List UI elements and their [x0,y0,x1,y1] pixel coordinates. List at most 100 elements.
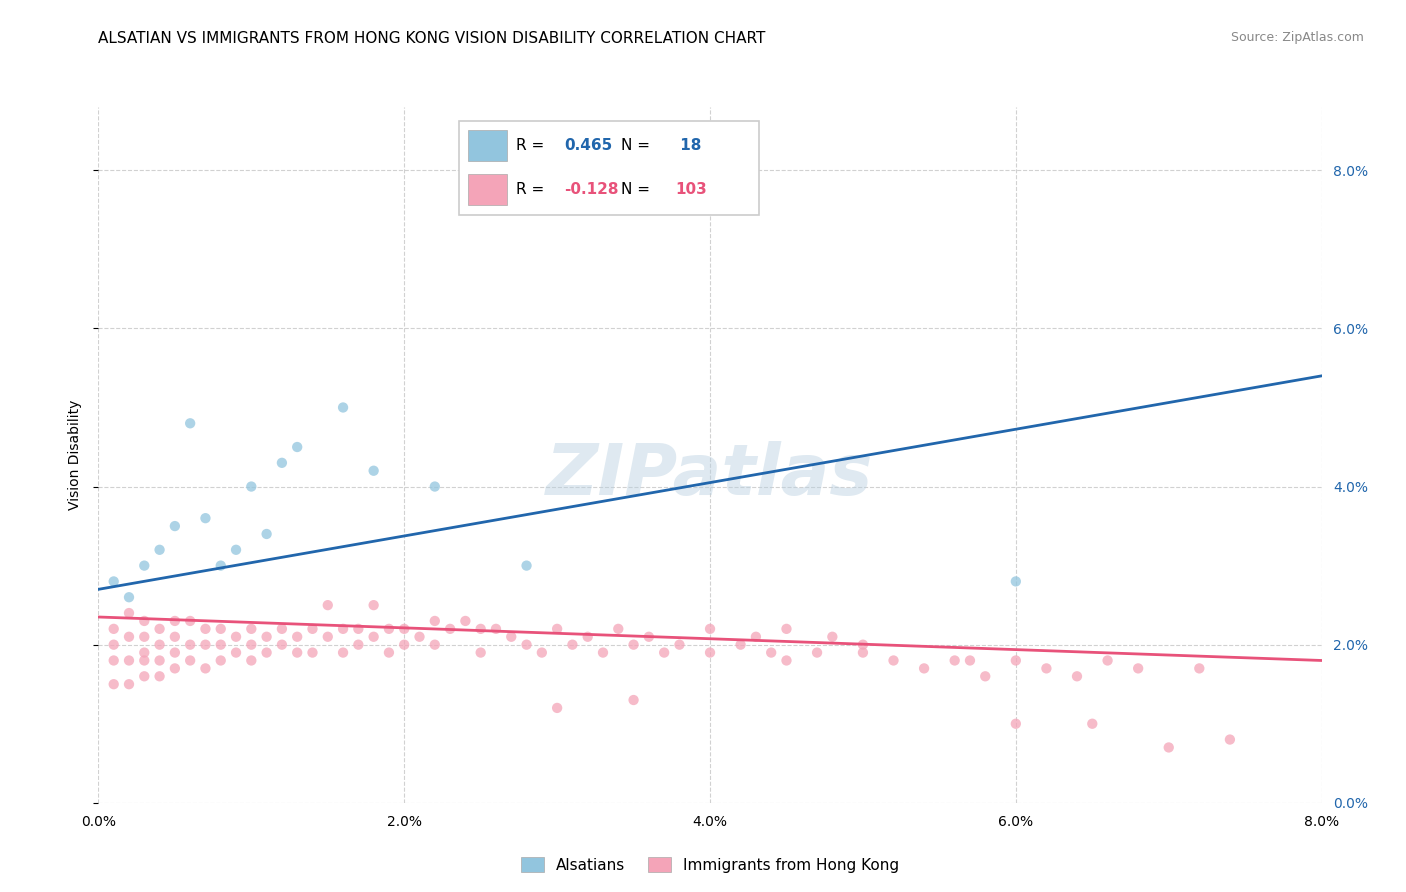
Point [134,630,156,644]
Point [546,622,568,636]
Point [347,638,370,652]
Point [775,653,797,667]
Point [516,638,538,652]
Y-axis label: Vision Disability: Vision Disability [69,400,83,510]
Point [103,574,125,589]
Point [209,558,232,573]
Point [194,638,217,652]
Point [974,669,997,683]
Point [332,622,354,636]
Point [623,693,645,707]
Point [225,542,247,557]
Point [225,630,247,644]
Point [118,591,141,605]
Point [225,646,247,660]
Point [852,646,875,660]
Legend: Alsatians, Immigrants from Hong Kong: Alsatians, Immigrants from Hong Kong [515,851,905,879]
Point [209,622,232,636]
Point [316,598,339,612]
Point [134,558,156,573]
Point [1097,653,1119,667]
Point [439,622,461,636]
Point [806,646,828,660]
Point [363,598,385,612]
Point [546,701,568,715]
Point [209,638,232,652]
Point [240,622,263,636]
Point [118,606,141,620]
Point [1004,653,1026,667]
Point [194,661,217,675]
Point [1157,740,1180,755]
Point [332,646,354,660]
Point [485,622,508,636]
Point [363,464,385,478]
Point [332,401,354,415]
Point [118,630,141,644]
Point [103,622,125,636]
Point [134,669,156,683]
Point [607,622,630,636]
Point [1081,716,1104,731]
Point [316,630,339,644]
Point [454,614,477,628]
Point [149,653,172,667]
Point [1004,574,1026,589]
Point [408,630,430,644]
Point [240,638,263,652]
Point [852,638,875,652]
Point [730,638,752,652]
Point [285,646,308,660]
Point [1066,669,1088,683]
Point [1128,661,1150,675]
Point [699,646,721,660]
Point [1188,661,1211,675]
Point [423,614,446,628]
Point [576,630,599,644]
Point [959,653,981,667]
Point [194,622,217,636]
Point [163,661,186,675]
Point [103,677,125,691]
Point [285,440,308,454]
Point [149,542,172,557]
Point [285,630,308,644]
Point [179,638,201,652]
Point [530,646,553,660]
Point [501,630,523,644]
Text: ZIPatlas: ZIPatlas [547,442,873,510]
Point [883,653,905,667]
Point [392,638,416,652]
Point [1004,716,1026,731]
Point [943,653,966,667]
Point [745,630,768,644]
Point [163,614,186,628]
Point [103,653,125,667]
Point [759,646,782,660]
Point [149,622,172,636]
Point [637,630,661,644]
Point [623,638,645,652]
Point [256,527,278,541]
Point [270,638,294,652]
Point [134,653,156,667]
Point [423,479,446,493]
Text: ALSATIAN VS IMMIGRANTS FROM HONG KONG VISION DISABILITY CORRELATION CHART: ALSATIAN VS IMMIGRANTS FROM HONG KONG VI… [98,31,766,46]
Point [378,646,401,660]
Point [134,646,156,660]
Point [821,630,844,644]
Point [103,638,125,652]
Point [270,456,294,470]
Point [301,646,323,660]
Point [561,638,583,652]
Point [240,653,263,667]
Point [1035,661,1057,675]
Point [149,669,172,683]
Point [699,622,721,636]
Point [118,653,141,667]
Point [378,622,401,636]
Point [912,661,935,675]
Point [149,638,172,652]
Point [516,558,538,573]
Point [256,630,278,644]
